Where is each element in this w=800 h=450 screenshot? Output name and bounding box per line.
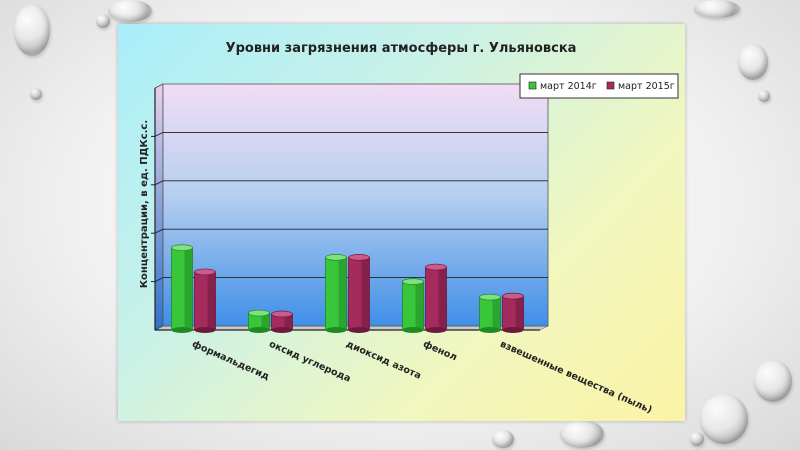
bar-base [325,327,347,333]
bar-top [479,293,501,301]
chart-title: Уровни загрязнения атмосферы г. Ульяновс… [226,41,577,56]
bar-shade [284,314,293,330]
bar-2015-2 [271,310,293,333]
bar-shade [261,313,270,330]
legend-swatch-2015 [606,81,615,90]
water-drop-decoration [700,394,748,444]
bar-base [425,327,447,333]
bar-shade [515,296,524,330]
legend-label-2014: март 2014г [540,81,597,92]
water-drop-decoration [14,4,50,56]
plot-side-wall [154,83,164,331]
bar-top [194,268,216,276]
y-axis-label: Концентрации, в ед. ПДКс.с. [139,120,150,288]
bar-top [502,292,524,300]
bar-top [325,254,347,261]
legend-swatch-2014 [528,81,537,90]
legend-box [519,73,679,99]
x-tick-label: формальдегид [190,339,271,383]
bar-top [171,244,193,252]
x-tick-label: диоксид азота [344,339,422,382]
gridline-depth [154,228,164,234]
bar-top [348,254,370,261]
bar-base [248,327,270,333]
x-tick-label: оксид углерода [267,339,352,385]
water-drop-decoration [754,360,792,402]
water-drop-decoration [96,14,110,28]
bars-group [171,244,524,333]
bar-2015-4 [425,263,447,333]
bar-2015-1 [194,268,216,333]
legend: март 2014г март 2015г [519,73,679,99]
water-drop-decoration [738,44,768,80]
bar-2014-3 [325,254,347,333]
bar-base [502,327,524,333]
bar-base [271,327,293,333]
gridline-depth [154,277,164,283]
bar-base [402,327,424,333]
chart-slide: Уровни загрязнения атмосферы г. Ульяновс… [118,24,685,421]
x-tick-label: фенол [421,339,458,364]
water-drop-decoration [108,0,152,22]
bar-shade [184,247,193,330]
water-drop-decoration [492,430,514,448]
bar-2014-1 [171,244,193,333]
bar-shade [415,281,424,330]
water-drop-decoration [560,420,604,448]
bar-2014-4 [402,278,424,333]
bar-top [271,310,293,318]
bar-top [402,278,424,285]
bar-2015-5 [502,292,524,333]
water-drop-decoration [758,90,770,102]
gridline-depth [154,131,164,137]
bar-shade [338,257,347,330]
water-drop-decoration [690,432,704,446]
bar-base [171,327,193,333]
bar-2014-5 [479,293,501,333]
bar-base [348,327,370,333]
bar-top [425,263,447,271]
x-tick-label: взвешенные вещества (пыль) [498,339,653,416]
bar-base [194,327,216,333]
bar-shade [438,267,447,330]
bar-chart: Уровни загрязнения атмосферы г. Ульяновс… [139,41,679,416]
bar-shade [492,297,501,330]
water-drop-decoration [30,88,42,100]
bar-shade [207,271,216,330]
bar-base [479,327,501,333]
bar-shade [361,257,370,330]
legend-label-2015: март 2015г [618,81,675,92]
bar-2014-2 [248,309,270,333]
bar-2015-3 [348,254,370,333]
bar-top [248,309,270,317]
gridline-depth [154,180,164,186]
water-drop-decoration [694,0,740,18]
